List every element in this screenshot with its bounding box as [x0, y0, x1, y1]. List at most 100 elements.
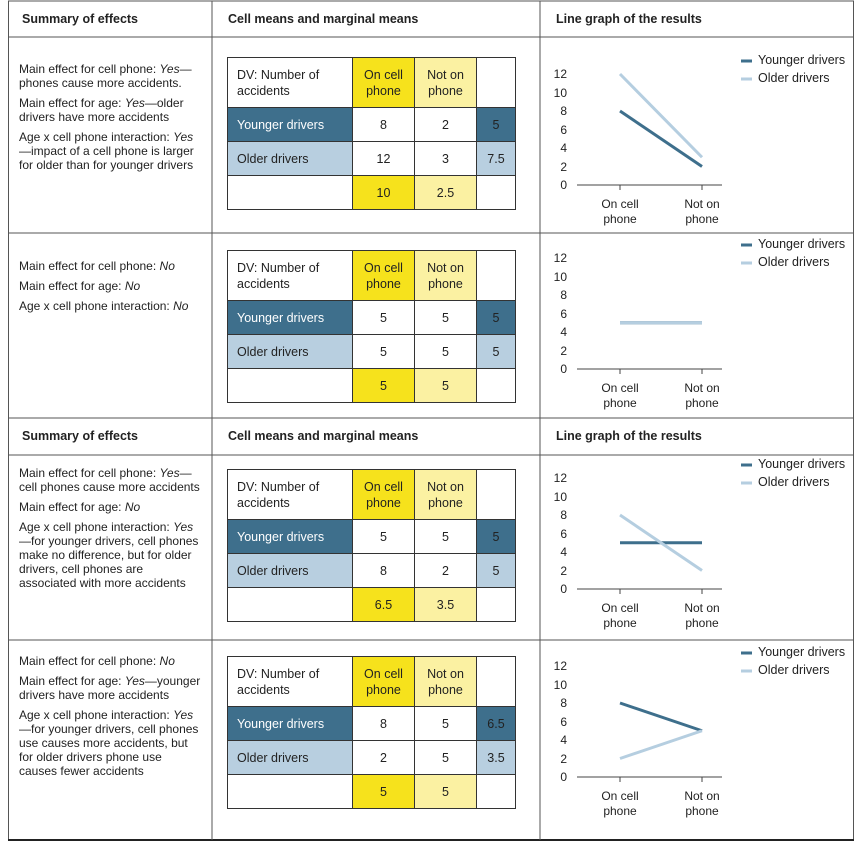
- header-graph: Line graph of the results: [556, 429, 702, 443]
- legend-label: Older drivers: [758, 255, 830, 269]
- legend-label: Older drivers: [758, 475, 830, 489]
- empty-cell: [476, 469, 516, 520]
- y-tick-label: 2: [560, 563, 567, 578]
- effect-detail: —cell phones cause more accidents: [19, 466, 200, 494]
- empty-cell: [227, 368, 353, 403]
- effect-answer: No: [159, 259, 175, 273]
- legend-label: Younger drivers: [758, 237, 846, 251]
- row-header: Younger drivers: [227, 300, 353, 335]
- cell-mean: 5: [352, 334, 415, 369]
- effect-label: Main effect for age:: [19, 96, 122, 110]
- effect: Main effect for age: No: [19, 500, 201, 514]
- cell-mean: 2: [414, 107, 477, 142]
- column-header: On cell phone: [352, 57, 415, 108]
- effect-label: Main effect for cell phone:: [19, 654, 157, 668]
- column-header: Not on phone: [414, 250, 477, 301]
- empty-cell: [476, 57, 516, 108]
- effect-detail: —for younger drivers, cell phones make n…: [19, 534, 199, 590]
- row-marginal: 5: [476, 300, 516, 335]
- effect: Age x cell phone interaction: No: [19, 299, 201, 313]
- effect: Main effect for cell phone: Yes—phones c…: [19, 62, 201, 90]
- y-tick-label: 0: [560, 362, 567, 376]
- cell-mean: 2: [352, 740, 415, 775]
- column-header: Not on phone: [414, 656, 477, 707]
- effect-detail: —older drivers have more accidents: [19, 96, 184, 124]
- y-tick-label: 12: [553, 471, 567, 485]
- effect: Main effect for cell phone: No: [19, 259, 201, 273]
- cell-mean: 5: [414, 334, 477, 369]
- effect-detail: —impact of a cell phone is larger for ol…: [19, 144, 194, 172]
- effect-answer: Yes: [159, 62, 180, 76]
- y-tick-label: 10: [553, 269, 567, 284]
- x-tick-label: On cell phone: [601, 381, 639, 410]
- effect: Age x cell phone interaction: Yes—impact…: [19, 130, 201, 172]
- y-tick-label: 6: [560, 714, 567, 729]
- effect-label: Age x cell phone interaction:: [19, 520, 170, 534]
- effect-label: Main effect for age:: [19, 674, 122, 688]
- row-header: Younger drivers: [227, 107, 353, 142]
- row-header: Older drivers: [227, 740, 353, 775]
- row-header: Younger drivers: [227, 519, 353, 554]
- y-tick-label: 8: [560, 508, 567, 522]
- empty-cell: [227, 774, 353, 809]
- column-marginal: 3.5: [414, 587, 477, 622]
- cell-mean: 5: [414, 300, 477, 335]
- column-marginal: 5: [352, 774, 415, 809]
- effect-label: Age x cell phone interaction:: [19, 130, 170, 144]
- y-tick-label: 8: [560, 288, 567, 302]
- effect-answer: Yes: [124, 96, 145, 110]
- x-tick-label: On cell phone: [601, 601, 639, 630]
- y-tick-label: 2: [560, 159, 567, 174]
- cell-mean: 8: [352, 706, 415, 741]
- y-tick-label: 12: [553, 659, 567, 673]
- x-tick-label: Not on phone: [684, 789, 720, 818]
- cell-mean: 8: [352, 107, 415, 142]
- row-marginal: 6.5: [476, 706, 516, 741]
- header-means: Cell means and marginal means: [228, 12, 419, 26]
- effect-detail: —younger drivers have more accidents: [19, 674, 201, 702]
- legend-label: Older drivers: [758, 663, 830, 677]
- table-dv: DV: Number of accidents: [227, 656, 353, 707]
- row-marginal: 5: [476, 107, 516, 142]
- y-tick-label: 0: [560, 582, 567, 596]
- column-marginal: 6.5: [352, 587, 415, 622]
- column-marginal: 10: [352, 175, 415, 210]
- y-tick-label: 8: [560, 104, 567, 118]
- row-header: Older drivers: [227, 334, 353, 369]
- effects: Main effect for cell phone: No Main effec…: [19, 259, 201, 319]
- empty-cell: [476, 774, 516, 809]
- cell-mean: 3: [414, 141, 477, 176]
- series-line: [619, 513, 703, 572]
- legend-label: Younger drivers: [758, 53, 846, 67]
- y-tick-label: 12: [553, 67, 567, 81]
- row-header: Older drivers: [227, 553, 353, 588]
- cell-mean: 5: [414, 706, 477, 741]
- effect: Main effect for cell phone: Yes—cell pho…: [19, 466, 201, 494]
- series-line: [619, 701, 703, 733]
- legend-label: Older drivers: [758, 71, 830, 85]
- empty-cell: [476, 368, 516, 403]
- row-marginal: 5: [476, 553, 516, 588]
- empty-cell: [476, 175, 516, 210]
- x-tick-label: Not on phone: [684, 381, 720, 410]
- effect-answer: No: [159, 654, 175, 668]
- header-summary: Summary of effects: [22, 12, 139, 26]
- x-tick-label: Not on phone: [684, 197, 720, 226]
- y-tick-label: 0: [560, 178, 567, 192]
- y-tick-label: 4: [560, 141, 567, 155]
- y-tick-label: 4: [560, 733, 567, 747]
- row-marginal: 5: [476, 334, 516, 369]
- effect-label: Main effect for age:: [19, 279, 122, 293]
- effect-answer: Yes: [173, 708, 194, 722]
- y-tick-label: 6: [560, 526, 567, 541]
- column-header: On cell phone: [352, 250, 415, 301]
- empty-cell: [476, 250, 516, 301]
- y-tick-label: 2: [560, 751, 567, 766]
- cell-mean: 5: [352, 300, 415, 335]
- column-header: Not on phone: [414, 57, 477, 108]
- effect-label: Main effect for cell phone:: [19, 259, 157, 273]
- y-tick-label: 10: [553, 677, 567, 692]
- effect: Age x cell phone interaction: Yes—for yo…: [19, 520, 201, 590]
